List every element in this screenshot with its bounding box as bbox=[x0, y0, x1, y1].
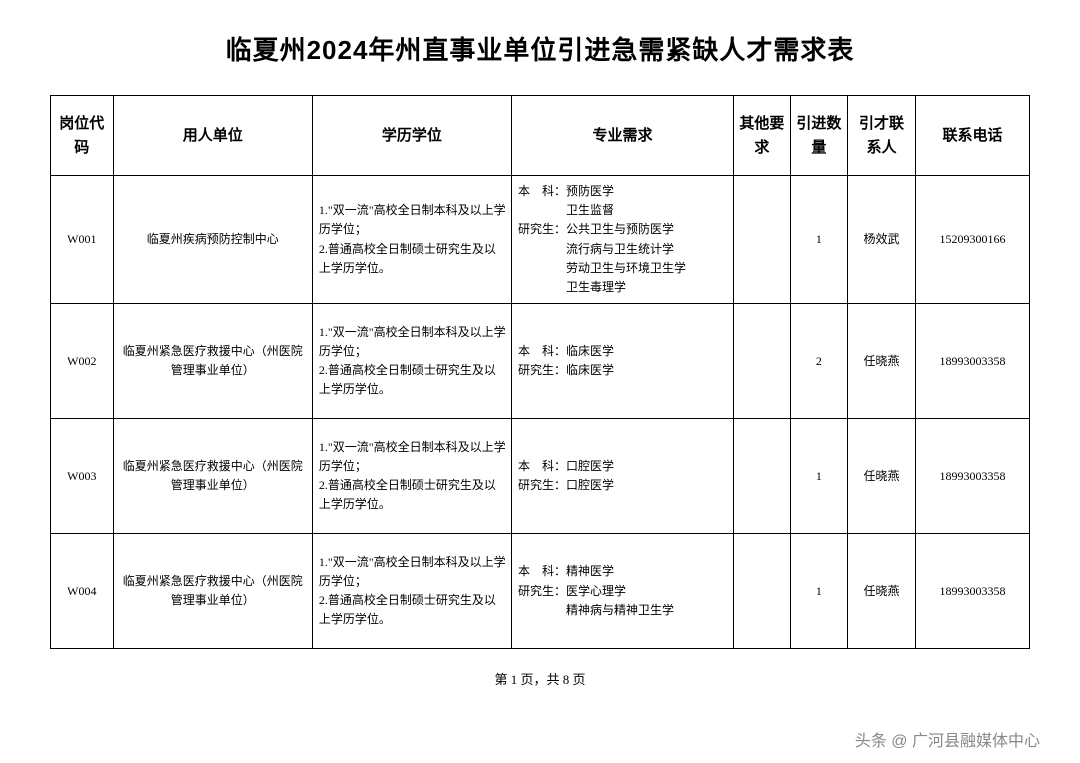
cell-edu: 1."双一流"高校全日制本科及以上学历学位； 2.普通高校全日制硕士研究生及以上… bbox=[312, 419, 511, 534]
cell-phone: 18993003358 bbox=[916, 419, 1030, 534]
cell-phone: 15209300166 bbox=[916, 176, 1030, 304]
cell-unit: 临夏州紧急医疗救援中心（州医院管理事业单位） bbox=[113, 304, 312, 419]
cell-phone: 18993003358 bbox=[916, 304, 1030, 419]
header-phone: 联系电话 bbox=[916, 96, 1030, 176]
cell-edu: 1."双一流"高校全日制本科及以上学历学位； 2.普通高校全日制硕士研究生及以上… bbox=[312, 534, 511, 649]
table-row: W004 临夏州紧急医疗救援中心（州医院管理事业单位） 1."双一流"高校全日制… bbox=[51, 534, 1030, 649]
header-major: 专业需求 bbox=[512, 96, 734, 176]
cell-major: 本 科：口腔医学 研究生：口腔医学 bbox=[512, 419, 734, 534]
cell-contact: 任晓燕 bbox=[847, 534, 915, 649]
page-title: 临夏州2024年州直事业单位引进急需紧缺人才需求表 bbox=[50, 30, 1030, 67]
header-unit: 用人单位 bbox=[113, 96, 312, 176]
header-other: 其他要求 bbox=[733, 96, 790, 176]
cell-qty: 2 bbox=[790, 304, 847, 419]
cell-other bbox=[733, 534, 790, 649]
cell-major: 本 科：临床医学 研究生：临床医学 bbox=[512, 304, 734, 419]
cell-unit: 临夏州疾病预防控制中心 bbox=[113, 176, 312, 304]
cell-other bbox=[733, 304, 790, 419]
header-contact: 引才联系人 bbox=[847, 96, 915, 176]
cell-edu: 1."双一流"高校全日制本科及以上学历学位； 2.普通高校全日制硕士研究生及以上… bbox=[312, 304, 511, 419]
cell-other bbox=[733, 419, 790, 534]
header-qty: 引进数量 bbox=[790, 96, 847, 176]
watermark: 头条 @ 广河县融媒体中心 bbox=[855, 727, 1040, 751]
cell-code: W003 bbox=[51, 419, 114, 534]
cell-contact: 任晓燕 bbox=[847, 419, 915, 534]
cell-other bbox=[733, 176, 790, 304]
cell-unit: 临夏州紧急医疗救援中心（州医院管理事业单位） bbox=[113, 419, 312, 534]
cell-contact: 杨效武 bbox=[847, 176, 915, 304]
table-row: W003 临夏州紧急医疗救援中心（州医院管理事业单位） 1."双一流"高校全日制… bbox=[51, 419, 1030, 534]
header-edu: 学历学位 bbox=[312, 96, 511, 176]
cell-qty: 1 bbox=[790, 419, 847, 534]
page-footer: 第 1 页，共 8 页 bbox=[50, 669, 1030, 688]
cell-contact: 任晓燕 bbox=[847, 304, 915, 419]
cell-code: W001 bbox=[51, 176, 114, 304]
cell-code: W002 bbox=[51, 304, 114, 419]
header-code: 岗位代码 bbox=[51, 96, 114, 176]
table-header-row: 岗位代码 用人单位 学历学位 专业需求 其他要求 引进数量 引才联系人 联系电话 bbox=[51, 96, 1030, 176]
cell-phone: 18993003358 bbox=[916, 534, 1030, 649]
table-row: W001 临夏州疾病预防控制中心 1."双一流"高校全日制本科及以上学历学位； … bbox=[51, 176, 1030, 304]
cell-qty: 1 bbox=[790, 176, 847, 304]
cell-major: 本 科：精神医学 研究生：医学心理学 精神病与精神卫生学 bbox=[512, 534, 734, 649]
cell-major: 本 科：预防医学 卫生监督 研究生：公共卫生与预防医学 流行病与卫生统计学 劳动… bbox=[512, 176, 734, 304]
cell-qty: 1 bbox=[790, 534, 847, 649]
cell-unit: 临夏州紧急医疗救援中心（州医院管理事业单位） bbox=[113, 534, 312, 649]
cell-edu: 1."双一流"高校全日制本科及以上学历学位； 2.普通高校全日制硕士研究生及以上… bbox=[312, 176, 511, 304]
table-row: W002 临夏州紧急医疗救援中心（州医院管理事业单位） 1."双一流"高校全日制… bbox=[51, 304, 1030, 419]
cell-code: W004 bbox=[51, 534, 114, 649]
requirements-table: 岗位代码 用人单位 学历学位 专业需求 其他要求 引进数量 引才联系人 联系电话… bbox=[50, 95, 1030, 649]
